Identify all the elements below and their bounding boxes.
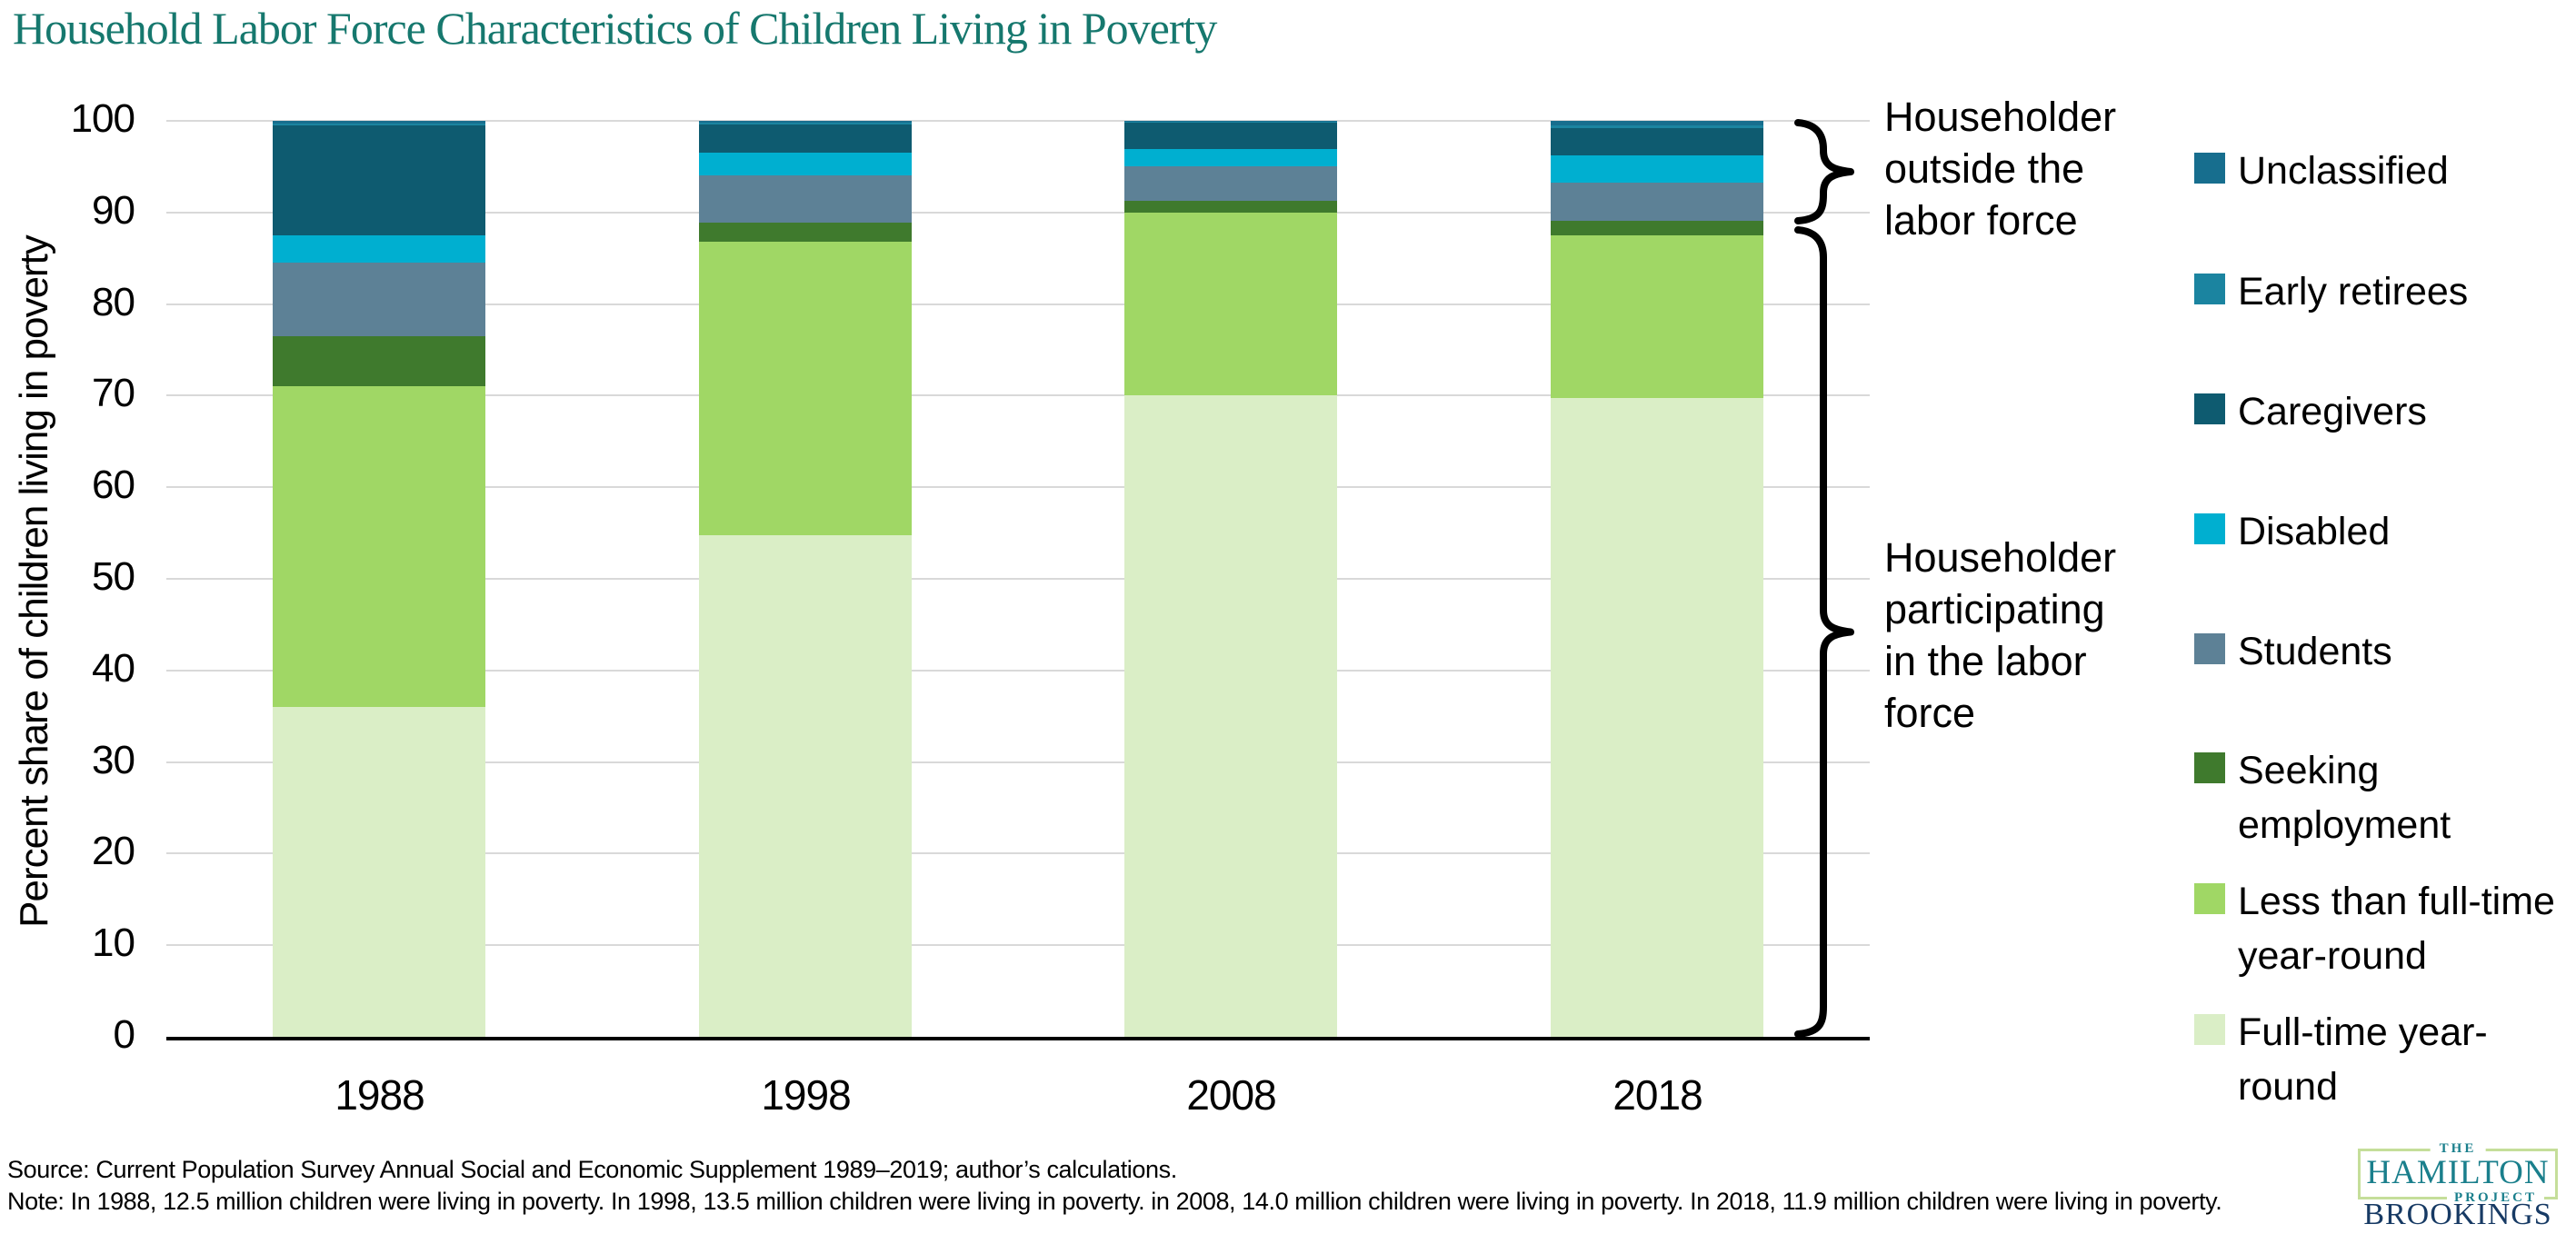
segment-caregivers-2018 [1551,128,1763,155]
segment-early-retirees-2018 [1551,125,1763,128]
legend-swatch-seeking-employment [2194,752,2225,783]
y-tick-label-60: 60 [92,463,135,508]
annotation-participating-labor-force: Householder participating in the labor forc… [1884,534,2117,736]
segment-less-than-full-time-year-round-1998 [699,242,912,535]
legend-label: Less than full-time year-round [2238,880,2555,978]
legend-item-full-time-year-round: Full-time year-round [2194,1005,2488,1114]
y-tick-label-30: 30 [92,737,135,782]
y-tick-label-20: 20 [92,829,135,874]
segment-early-retirees-1988 [273,124,485,125]
note-text: Note: In 1988, 12.5 million children wer… [7,1188,2222,1215]
gridline-20 [166,852,1870,855]
gridline-40 [166,669,1870,672]
legend-item-less-than-full-time-year-round: Less than full-time year-round [2194,874,2555,983]
legend-label: Full-time year-round [2238,1010,2488,1109]
legend-label: Disabled [2238,510,2391,553]
legend-label: Students [2238,630,2392,673]
segment-full-time-year-round-2018 [1551,398,1763,1037]
segment-early-retirees-1998 [699,123,912,124]
segment-students-1998 [699,175,912,223]
segment-seeking-employment-2018 [1551,221,1763,235]
gridline-50 [166,578,1870,580]
annotation-outside-labor-force: Householder outside the labor force [1884,94,2117,244]
gridline-80 [166,303,1870,305]
segment-unclassified-1988 [273,121,485,124]
x-axis-label-2018: 2018 [1612,1071,1702,1119]
brace-participating-labor-force [1794,226,1854,1038]
gridline-60 [166,486,1870,489]
logo-hamilton-text: HAMILTON [2366,1154,2550,1191]
segment-caregivers-2008 [1124,123,1337,149]
legend-swatch-unclassified [2194,153,2225,184]
segment-caregivers-1998 [699,124,912,153]
legend-label: Early retirees [2238,270,2469,313]
legend-label: Unclassified [2238,149,2449,193]
legend-swatch-caregivers [2194,393,2225,424]
legend-label: Caregivers [2238,390,2427,433]
legend-swatch-early-retirees [2194,274,2225,304]
segment-early-retirees-2008 [1124,122,1337,123]
segment-caregivers-1988 [273,125,485,235]
segment-seeking-employment-2008 [1124,201,1337,213]
segment-unclassified-2008 [1124,121,1337,122]
segment-less-than-full-time-year-round-2018 [1551,235,1763,398]
gridline-90 [166,211,1870,214]
brookings-wordmark: BROOKINGS [2363,1198,2552,1231]
legend-item-students: Students [2194,624,2392,679]
legend-item-unclassified: Unclassified [2194,144,2449,198]
logo-the-text: THE [2430,1141,2486,1157]
segment-disabled-1988 [273,235,485,263]
segment-students-1988 [273,263,485,336]
segment-full-time-year-round-2008 [1124,395,1337,1037]
logo-project-text: PROJECT [2446,1190,2544,1206]
y-tick-label-0: 0 [113,1012,135,1057]
gridline-10 [166,944,1870,947]
x-axis-label-1988: 1988 [334,1071,424,1119]
y-tick-label-40: 40 [92,645,135,691]
x-axis-line [166,1037,1870,1040]
x-axis-label-1998: 1998 [761,1071,851,1119]
legend-swatch-full-time-year-round [2194,1014,2225,1045]
segment-less-than-full-time-year-round-1988 [273,386,485,707]
segment-seeking-employment-1988 [273,336,485,386]
y-tick-label-80: 80 [92,279,135,324]
segment-full-time-year-round-1988 [273,707,485,1037]
gridline-30 [166,761,1870,763]
segment-disabled-1998 [699,153,912,175]
legend-item-disabled: Disabled [2194,504,2390,559]
y-tick-label-10: 10 [92,921,135,966]
segment-students-2008 [1124,166,1337,201]
gridline-70 [166,394,1870,397]
legend-swatch-disabled [2194,513,2225,544]
source-text: Source: Current Population Survey Annual… [7,1156,1177,1183]
legend-label: Seeking employment [2238,749,2451,847]
legend-item-caregivers: Caregivers [2194,384,2427,439]
segment-disabled-2008 [1124,149,1337,166]
legend-item-seeking-employment: Seeking employment [2194,743,2451,852]
x-axis-label-2008: 2008 [1186,1071,1276,1119]
y-tick-label-50: 50 [92,554,135,599]
y-tick-label-90: 90 [92,187,135,233]
hamilton-project-logo: THE HAMILTON PROJECT [2358,1141,2558,1206]
legend-item-early-retirees: Early retirees [2194,264,2468,319]
segment-full-time-year-round-1998 [699,535,912,1037]
chart-title: Household Labor Force Characteristics of… [13,3,1217,54]
segment-seeking-employment-1998 [699,223,912,242]
segment-disabled-2018 [1551,155,1763,183]
segment-unclassified-1998 [699,121,912,123]
legend-swatch-less-than-full-time-year-round [2194,883,2225,914]
y-tick-label-70: 70 [92,371,135,416]
y-tick-label-100: 100 [70,96,135,141]
legend-swatch-students [2194,633,2225,664]
segment-students-2018 [1551,183,1763,221]
gridline-100 [166,120,1870,122]
segment-less-than-full-time-year-round-2008 [1124,213,1337,395]
segment-unclassified-2018 [1551,121,1763,125]
brace-outside-labor-force [1794,119,1854,224]
